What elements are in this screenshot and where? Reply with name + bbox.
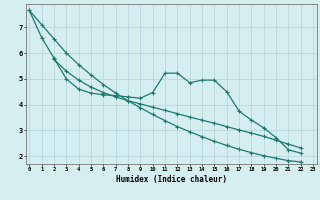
- X-axis label: Humidex (Indice chaleur): Humidex (Indice chaleur): [116, 175, 227, 184]
